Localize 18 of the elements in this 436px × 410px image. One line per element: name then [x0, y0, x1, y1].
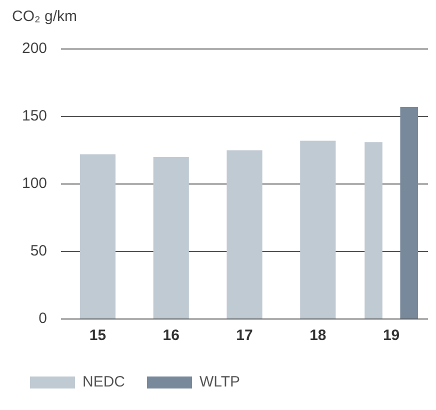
bar [300, 140, 336, 318]
y-tick-label: 150 [22, 108, 48, 125]
bar [400, 107, 418, 318]
y-tick-label: 0 [38, 310, 48, 328]
x-tick-label: 16 [162, 327, 180, 344]
x-tick-label: 17 [236, 327, 253, 344]
legend-label: WLTP [200, 374, 240, 391]
bar [153, 157, 189, 318]
x-tick-label: 19 [382, 327, 400, 344]
bar [80, 154, 116, 318]
y-tick-label: 50 [30, 242, 48, 260]
legend-label: NEDC [82, 374, 126, 391]
x-tick-label: 15 [89, 327, 106, 344]
bar [226, 150, 262, 318]
y-axis-title: CO₂ g/km [12, 8, 78, 26]
x-tick-label: 18 [310, 327, 326, 344]
y-tick-label: 100 [22, 175, 48, 192]
y-tick-label: 200 [22, 40, 48, 58]
